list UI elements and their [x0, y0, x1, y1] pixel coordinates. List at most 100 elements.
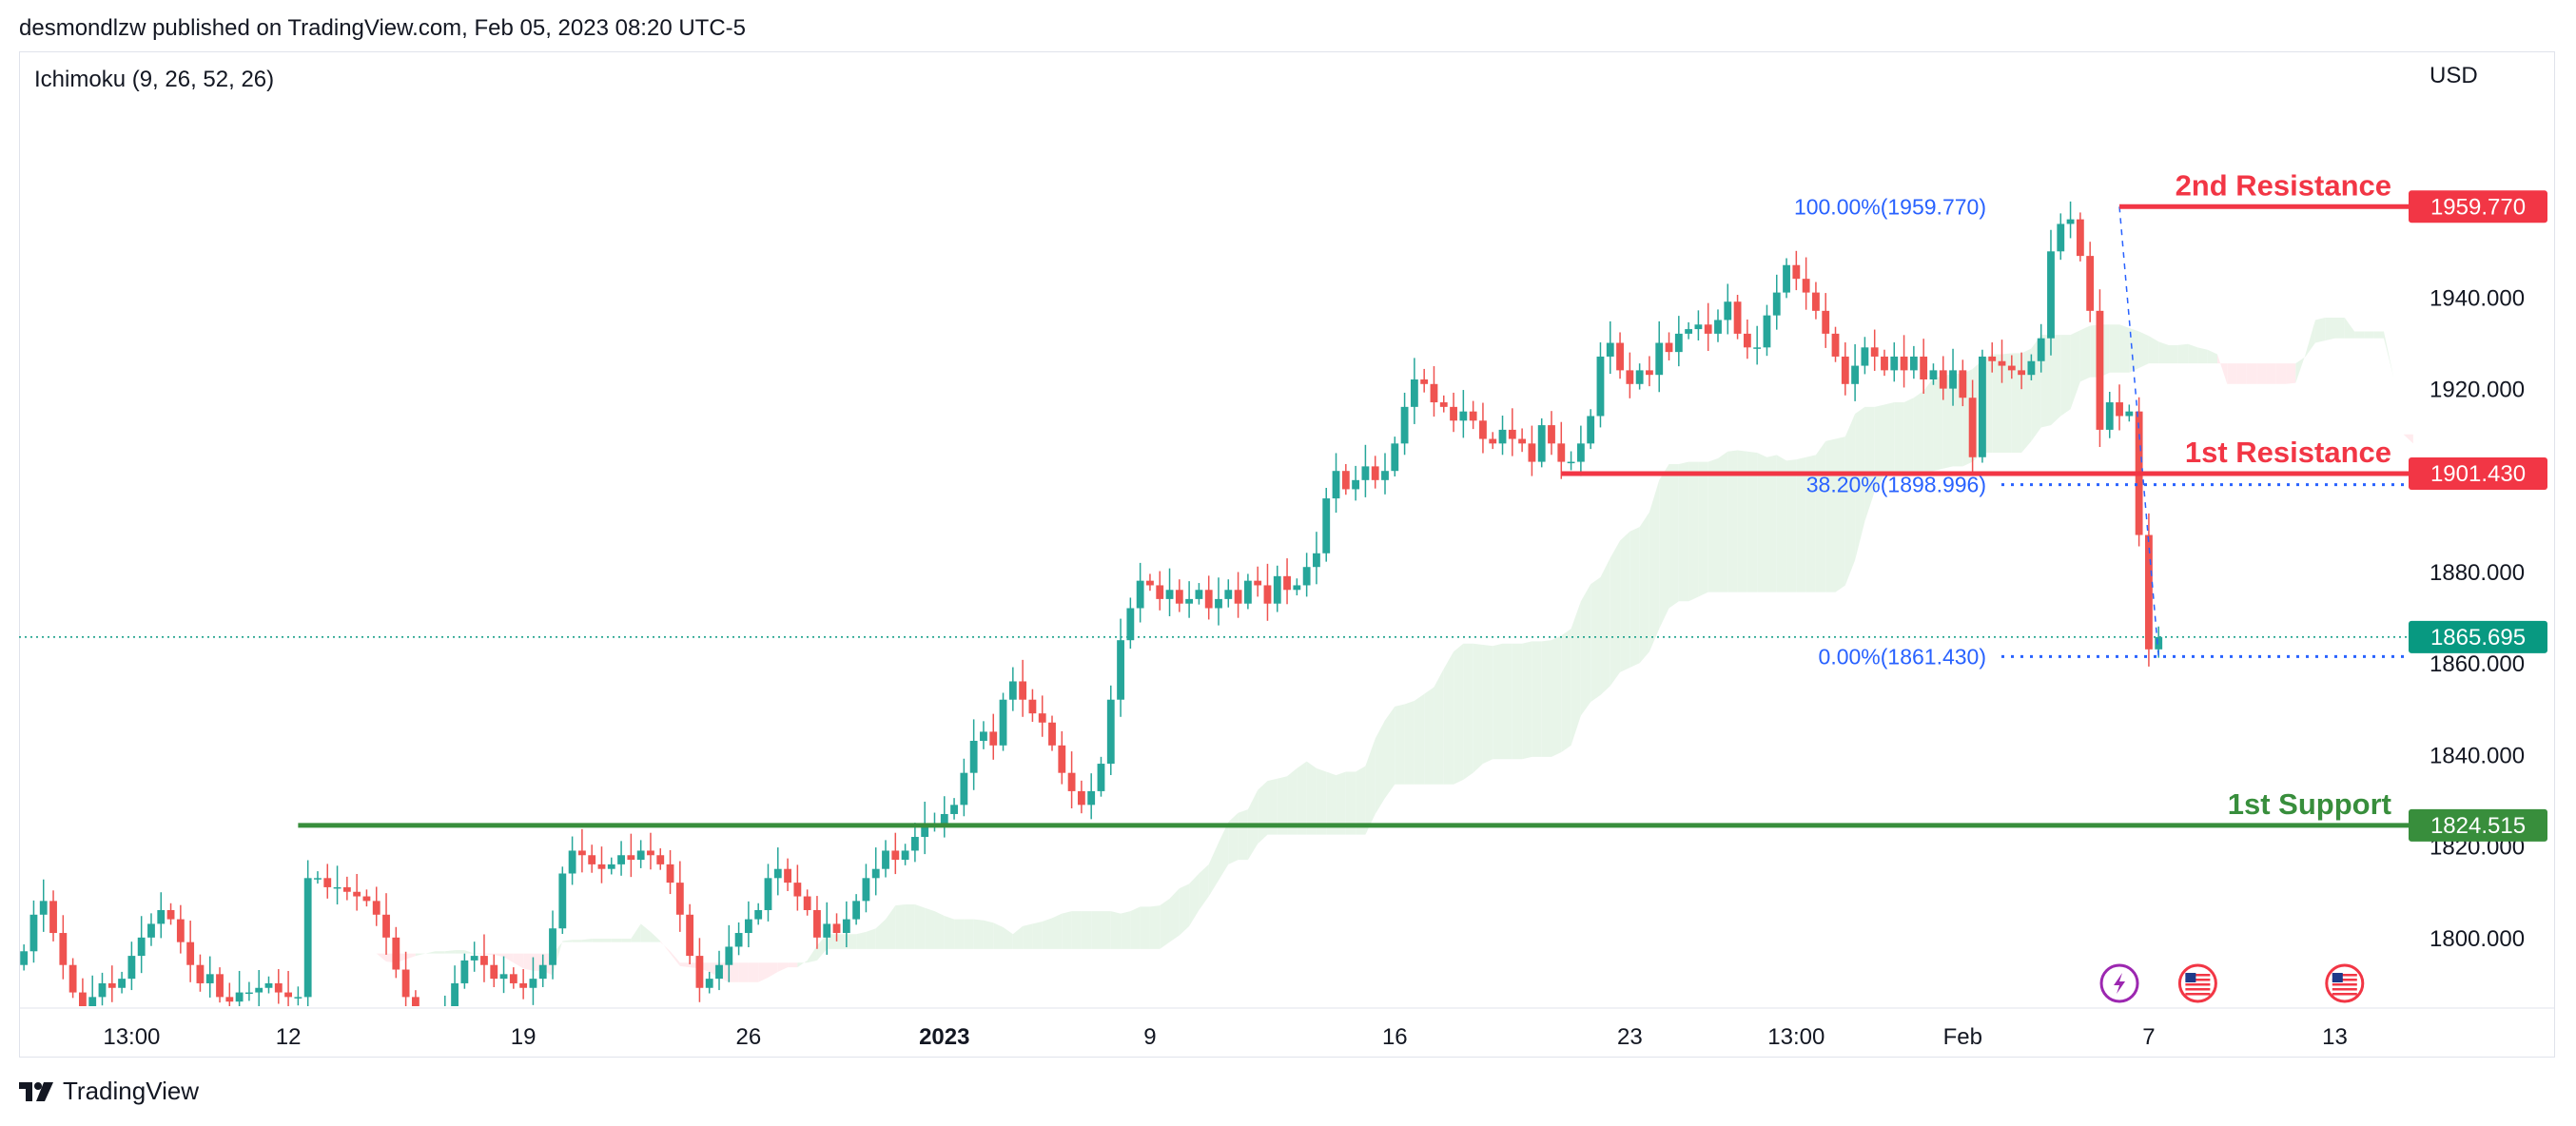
y-tick-label: 1920.000: [2430, 378, 2525, 403]
cloud-segment: [973, 919, 984, 949]
cloud-segment: [1815, 440, 1826, 592]
cloud-segment: [1835, 437, 1845, 592]
level-price-tag-text: 1901.430: [2430, 461, 2526, 487]
candle-body: [314, 878, 322, 880]
candles: [20, 201, 2163, 1047]
cloud-segment: [1297, 761, 1307, 835]
candle-body: [803, 896, 811, 910]
cloud-segment: [1375, 720, 1385, 814]
level-label: 1st Resistance: [2185, 436, 2391, 469]
cloud-segment: [1071, 911, 1082, 949]
candle-body: [499, 974, 508, 980]
cloud-segment: [964, 919, 974, 949]
candle-body: [675, 883, 684, 915]
x-tick-label: 9: [1143, 1024, 1156, 1050]
fib-level-label: 38.20%(1898.996): [1806, 473, 1986, 497]
cloud-segment: [1101, 911, 1111, 949]
candle-body: [20, 951, 29, 965]
cloud-segment: [1590, 577, 1601, 703]
candle-body: [166, 909, 175, 920]
indicator-legend[interactable]: Ichimoku (9, 26, 52, 26): [34, 67, 275, 92]
y-tick-label: 1800.000: [2430, 926, 2525, 952]
cloud-segment: [1473, 643, 1483, 773]
candle-body: [1890, 356, 1899, 371]
candle-body: [549, 928, 556, 965]
cloud-segment: [2383, 331, 2394, 378]
cloud-segment: [2079, 325, 2091, 382]
candle-body: [1694, 324, 1703, 330]
cloud-segment: [317, 933, 328, 947]
tradingview-logo[interactable]: TradingView: [19, 1077, 199, 1106]
candle-body: [1117, 640, 1124, 700]
candle-body: [39, 901, 48, 915]
cloud-segment: [875, 919, 887, 949]
candle-body: [842, 919, 850, 934]
candle-body: [969, 741, 978, 773]
candle-body: [686, 914, 694, 957]
level-price-tag-text: 1824.515: [2430, 813, 2526, 839]
cloud-segment: [2275, 363, 2287, 384]
candle-body: [1469, 411, 1477, 421]
candle-body: [1106, 699, 1115, 765]
cloud-segment: [679, 962, 691, 968]
cloud-segment: [1649, 479, 1660, 652]
candle-body: [1087, 790, 1096, 806]
candle-body: [1714, 320, 1722, 334]
candle-body: [1156, 585, 1164, 599]
candle-body: [705, 979, 713, 988]
cloud-segment: [2305, 320, 2315, 357]
cloud-segment: [1179, 883, 1190, 936]
cloud-segment: [1933, 376, 1943, 472]
level-price-tag-text: 1959.770: [2430, 194, 2526, 220]
candle-body: [1567, 461, 1575, 464]
cloud-segment: [1600, 557, 1610, 695]
chart-frame[interactable]: [19, 51, 2555, 1058]
cloud-segment: [2256, 363, 2267, 384]
cloud-segment: [1805, 455, 1816, 592]
cloud-segment: [523, 953, 534, 971]
candle-body: [1508, 429, 1516, 439]
candle-body: [1097, 764, 1105, 791]
candle-body: [656, 855, 665, 864]
x-tick-label: 16: [1382, 1024, 1408, 1050]
x-tick-label: 13:00: [103, 1024, 160, 1050]
flag-stripe: [2185, 993, 2211, 996]
cloud-segment: [1395, 704, 1405, 785]
candle-body: [1352, 479, 1360, 490]
candle-body: [1146, 580, 1154, 586]
candle-body: [2105, 402, 2114, 430]
cloud-segment: [1844, 414, 1856, 586]
cloud-segment: [768, 962, 778, 978]
candle-body: [1498, 429, 1507, 444]
candle-body: [509, 974, 517, 983]
candle-body: [432, 1029, 439, 1047]
cloud-segment: [1463, 643, 1473, 780]
level-label: 2nd Resistance: [2176, 168, 2391, 202]
cloud-segment: [914, 903, 926, 949]
candle-body: [1273, 575, 1281, 604]
cloud-segment: [2207, 349, 2217, 364]
cloud-segment: [2403, 434, 2413, 444]
candle-body: [333, 886, 342, 889]
cloud-segment: [1678, 461, 1689, 602]
cloud-segment: [1287, 767, 1298, 835]
cloud-segment: [1219, 822, 1229, 881]
cloud-segment: [1493, 643, 1503, 760]
candle-body: [577, 850, 586, 856]
cloud-segment: [1121, 911, 1131, 949]
cloud-segment: [2050, 335, 2061, 426]
candle-body: [823, 923, 831, 938]
cloud-segment: [954, 919, 965, 949]
candle-body: [1959, 370, 1967, 398]
fib-level-label: 100.00%(1959.770): [1794, 194, 1986, 219]
cloud-segment: [1698, 461, 1708, 597]
cloud-segment: [1747, 451, 1758, 592]
cloud-segment: [1081, 911, 1092, 949]
cloud-segment: [2138, 331, 2149, 368]
currency-label: USD: [2430, 63, 2478, 88]
cloud-segment: [1825, 438, 1836, 592]
candle-body: [784, 868, 791, 883]
candle-body: [901, 850, 909, 861]
cloud-segment: [2354, 331, 2365, 339]
